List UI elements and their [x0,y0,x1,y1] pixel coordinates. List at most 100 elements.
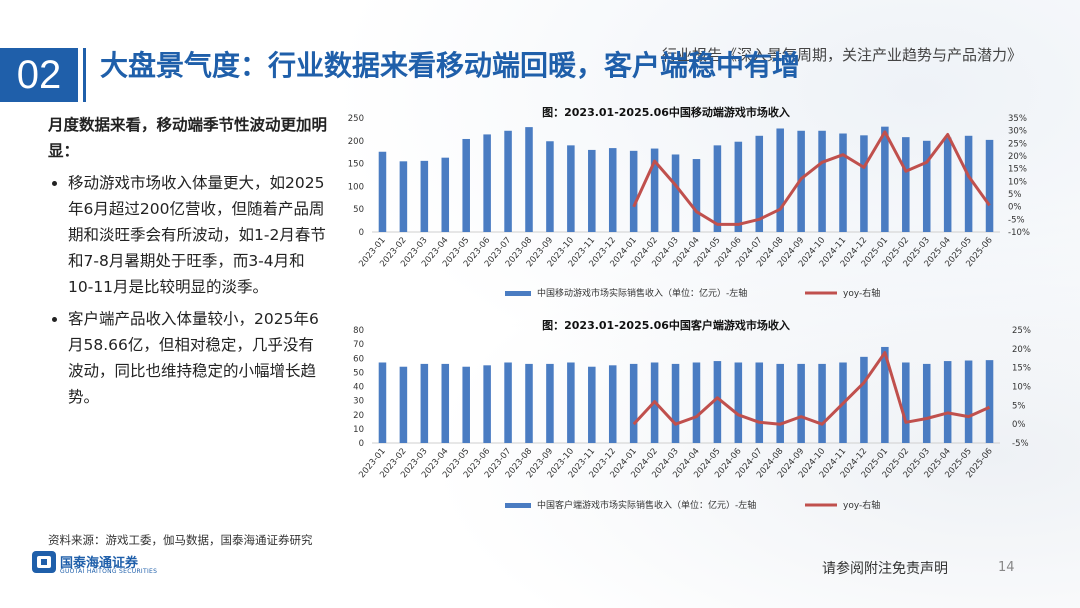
legend-bar-label: 中国移动游戏市场实际销售收入（单位：亿元）-左轴 [537,287,747,299]
page-title: 大盘景气度：行业数据来看移动端回暖，客户端稳中有增 [100,49,801,82]
right-axis-tick: 10% [1008,177,1027,187]
revenue-bar [881,126,889,232]
legend-line-label: yoy-右轴 [843,287,880,299]
left-axis-tick: 60 [353,354,364,364]
revenue-bar [902,362,910,443]
revenue-bar [378,362,387,443]
revenue-bar [671,154,680,232]
left-axis-tick: 70 [353,340,364,350]
revenue-bar [462,366,470,443]
revenue-bar [797,363,805,443]
revenue-bar [839,133,847,232]
left-axis-tick: 150 [348,160,364,170]
company-name-cn: 国泰海通证券 [60,556,139,571]
revenue-bar [420,160,429,232]
revenue-bar [985,139,994,232]
revenue-bar [629,363,638,443]
revenue-bar [776,128,784,232]
revenue-bar [504,362,512,443]
right-axis-tick: 20% [1012,345,1031,355]
right-axis-tick: 15% [1008,165,1027,175]
revenue-bar [713,361,722,443]
revenue-bar [650,148,659,232]
revenue-bar [441,157,450,232]
right-axis-tick: 15% [1012,364,1031,374]
revenue-bar [902,137,910,232]
company-name-en: GUOTAI HAITONG SECURITIES [60,568,158,575]
pc-game-revenue-chart: 图：2023.01-2025.06中国客户端游戏市场收入 0 10 20 30 40 50 6… [353,318,1031,511]
revenue-bar [755,135,764,232]
right-axis-tick: 35% [1008,114,1027,124]
left-axis-tick: 50 [353,368,364,378]
right-axis-tick: 5% [1012,401,1026,411]
report-title-note: 行业报告《深入景气周期，关注产业趋势与产品潜力》 [662,46,1023,64]
left-axis-tick: 0 [359,439,364,449]
legend-bar-swatch [505,503,531,508]
revenue-bar [734,141,743,232]
left-axis-tick: 20 [353,411,364,421]
disclaimer-link[interactable]: 请参阅附注免责声明 [822,561,948,577]
revenue-bar [546,363,554,443]
revenue-bar [567,362,575,443]
section-divider [83,48,86,102]
revenue-bar [755,362,764,443]
revenue-bar [671,363,680,443]
revenue-bar [567,145,575,232]
right-axis-tick: 10% [1012,383,1031,393]
mobile-game-revenue-chart: 图：2023.01-2025.06中国移动端游戏市场收入 0 50 100 150 200… [348,105,1030,299]
left-axis-tick: 50 [353,205,364,215]
revenue-bar [420,363,429,443]
legend-bar-swatch [505,291,531,296]
revenue-bar [399,161,408,232]
right-axis-tick: 25% [1012,326,1031,336]
summary-text: 月度数据来看，移动端季节性波动更加明显： 移动游戏市场收入体量更大，如2025年… [48,112,328,416]
revenue-bar [441,363,450,443]
left-axis-tick: 0 [359,228,364,238]
revenue-bar [608,148,617,232]
right-axis-tick: 0% [1012,420,1026,430]
revenue-bar [483,134,491,232]
left-axis-tick: 200 [348,137,364,147]
revenue-bar [629,150,638,232]
revenue-bar [964,135,973,232]
right-axis-tick: 0% [1008,203,1022,213]
revenue-bar [860,356,868,443]
data-source: 资料来源：游戏工委，伽马数据，国泰海通证券研究 [48,533,313,547]
revenue-bar [776,363,784,443]
summary-bullets: 移动游戏市场收入体量更大，如2025年6月超过200亿营收，但随着产品周期和淡旺… [48,170,328,410]
revenue-bar [399,366,408,443]
yoy-line [632,130,991,226]
summary-bullet-pc: 客户端产品收入体量较小，2025年6月58.66亿，但相对稳定，几乎没有波动，同… [68,306,328,410]
right-axis-tick: 30% [1008,127,1027,137]
revenue-bar [922,363,931,443]
revenue-bar [964,360,973,443]
right-axis-tick: 5% [1008,190,1022,200]
revenue-bar [818,130,826,232]
revenue-bar [943,361,952,443]
left-axis-tick: 10 [353,425,364,435]
revenue-bar [734,362,743,443]
revenue-bar [378,151,387,232]
revenue-bar [713,145,722,232]
chart-title: 图：2023.01-2025.06中国移动端游戏市场收入 [542,105,790,119]
revenue-bar [943,137,952,232]
chart-title: 图：2023.01-2025.06中国客户端游戏市场收入 [542,318,790,332]
page-number: 14 [998,560,1015,575]
legend-line-label: yoy-右轴 [843,499,880,511]
left-axis-tick: 80 [353,326,364,336]
summary-bullet-mobile: 移动游戏市场收入体量更大，如2025年6月超过200亿营收，但随着产品周期和淡旺… [68,170,328,300]
revenue-bar [588,149,596,232]
revenue-bar [525,363,533,443]
yoy-line [632,351,991,426]
right-axis-tick: -10% [1008,228,1030,238]
summary-intro: 月度数据来看，移动端季节性波动更加明显： [48,116,328,160]
company-logo-icon [32,551,56,573]
legend-bar-label: 中国客户端游戏市场实际销售收入（单位：亿元）-左轴 [537,499,756,511]
revenue-bar [692,159,701,232]
left-axis-tick: 100 [348,182,364,192]
revenue-bar [546,141,554,232]
revenue-bar [504,130,512,232]
left-axis-tick: 40 [353,383,364,393]
